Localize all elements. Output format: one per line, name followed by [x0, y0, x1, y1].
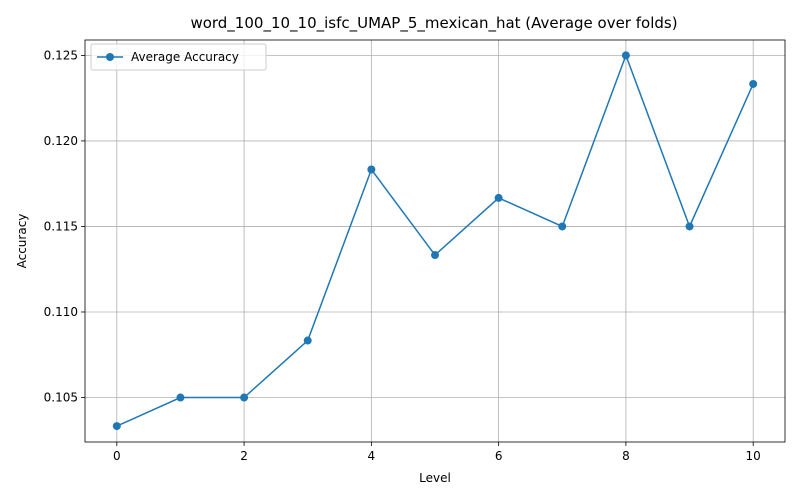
- data-point: [176, 393, 185, 402]
- x-axis: 0 2 4 6 8 10: [113, 442, 761, 463]
- y-axis: 0.105 0.110 0.115 0.120 0.125: [44, 48, 85, 405]
- y-axis-title: Accuracy: [15, 214, 29, 269]
- y-tick-label: 0.125: [44, 48, 78, 62]
- legend-label: Average Accuracy: [131, 50, 239, 64]
- data-point: [685, 222, 694, 231]
- series-group: [112, 51, 758, 431]
- y-tick-label: 0.110: [44, 305, 78, 319]
- legend: Average Accuracy: [90, 43, 267, 71]
- axes-frame: [84, 39, 786, 443]
- data-point: [303, 336, 312, 345]
- data-point: [494, 193, 503, 202]
- plot-area: [85, 40, 785, 442]
- x-tick-label: 6: [495, 449, 503, 463]
- data-point: [112, 422, 121, 431]
- legend-marker: [106, 53, 114, 61]
- data-point: [749, 79, 758, 88]
- x-tick-label: 4: [368, 449, 376, 463]
- y-tick-label: 0.105: [44, 391, 78, 405]
- plot-frame: [84, 39, 786, 443]
- x-tick-label: 10: [746, 449, 761, 463]
- grid-lines: [85, 40, 785, 442]
- x-tick-label: 2: [240, 449, 248, 463]
- data-point: [431, 251, 439, 260]
- x-tick-label: 0: [113, 449, 121, 463]
- y-tick-label: 0.115: [44, 219, 78, 233]
- y-tick-label: 0.120: [44, 134, 78, 148]
- data-point: [621, 51, 630, 60]
- x-axis-title: Level: [419, 471, 451, 485]
- chart-title: word_100_10_10_isfc_UMAP_5_mexican_hat (…: [190, 14, 677, 33]
- data-point: [367, 165, 376, 174]
- x-tick-label: 8: [622, 449, 630, 463]
- data-point: [558, 222, 567, 231]
- legend-box: [90, 43, 267, 71]
- data-point: [240, 393, 249, 402]
